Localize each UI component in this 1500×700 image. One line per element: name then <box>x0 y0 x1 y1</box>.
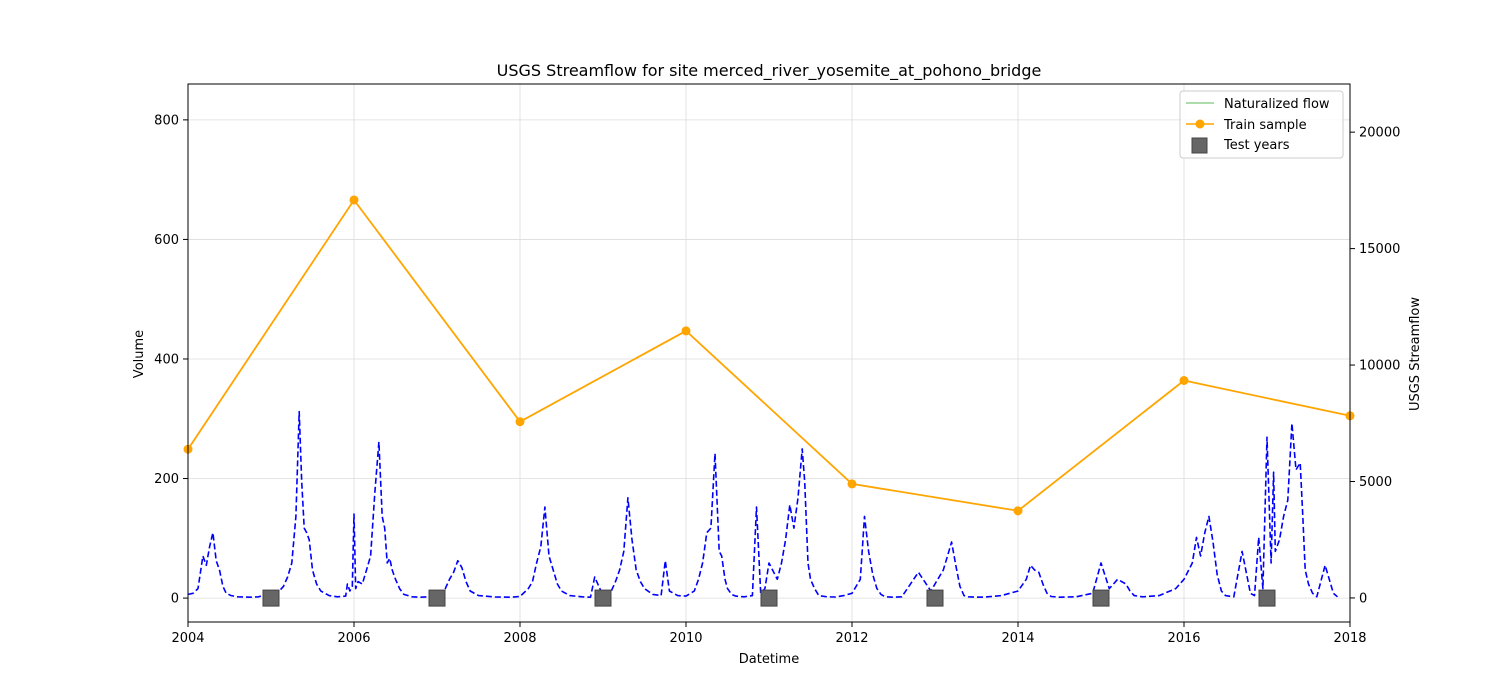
y-right-tick-label: 0 <box>1359 591 1367 606</box>
chart-title: USGS Streamflow for site merced_river_yo… <box>497 61 1042 81</box>
x-tick-label: 2006 <box>337 631 370 646</box>
x-tick-label: 2016 <box>1167 631 1200 646</box>
y-left-tick-label: 800 <box>154 113 179 128</box>
y-left-tick-label: 200 <box>154 472 179 487</box>
test-year-marker <box>1093 590 1109 606</box>
test-year-marker <box>1259 590 1275 606</box>
x-axis-label: Datetime <box>739 652 799 667</box>
plot-frame <box>188 84 1350 622</box>
train-sample-point <box>682 326 691 335</box>
train-sample-point <box>516 417 525 426</box>
legend-test-marker <box>1192 138 1207 153</box>
y-right-tick-label: 10000 <box>1359 359 1400 374</box>
train-sample-point <box>1014 506 1023 515</box>
x-tick-label: 2008 <box>503 631 536 646</box>
streamflow-line <box>188 412 1338 598</box>
y-axis-right-label: USGS Streamflow <box>1408 297 1423 411</box>
legend-naturalized-label: Naturalized flow <box>1224 97 1330 112</box>
legend-train-marker <box>1196 120 1205 129</box>
test-year-marker <box>927 590 943 606</box>
markers <box>184 195 1355 606</box>
y-axis-left-label: Volume <box>132 330 147 378</box>
y-left-tick-label: 0 <box>171 592 179 607</box>
test-year-marker <box>595 590 611 606</box>
legend-train-label: Train sample <box>1223 118 1307 133</box>
y-right-tick-label: 20000 <box>1359 126 1400 141</box>
plot-area <box>188 412 1338 598</box>
test-year-marker <box>761 590 777 606</box>
test-year-marker <box>263 590 279 606</box>
x-tick-label: 2004 <box>171 631 204 646</box>
test-year-marker <box>429 590 445 606</box>
axes: 2004 2006 2008 2010 2012 2014 2016 2018 0 200 400 6… <box>154 113 1400 646</box>
train-sample-point <box>848 479 857 488</box>
legend-test-label: Test years <box>1223 138 1290 153</box>
grid <box>188 84 1350 622</box>
y-right-tick-label: 15000 <box>1359 242 1400 257</box>
train-sample-point <box>1180 376 1189 385</box>
x-tick-label: 2014 <box>1001 631 1034 646</box>
x-tick-label: 2012 <box>835 631 868 646</box>
y-right-tick-label: 5000 <box>1359 475 1392 490</box>
legend: Naturalized flow Train sample Test years <box>1180 91 1343 158</box>
x-tick-label: 2010 <box>669 631 702 646</box>
x-tick-label: 2018 <box>1333 631 1366 646</box>
y-left-tick-label: 600 <box>154 233 179 248</box>
train-sample-point <box>350 195 359 204</box>
train-sample-line <box>188 200 1350 511</box>
y-left-tick-label: 400 <box>154 352 179 367</box>
